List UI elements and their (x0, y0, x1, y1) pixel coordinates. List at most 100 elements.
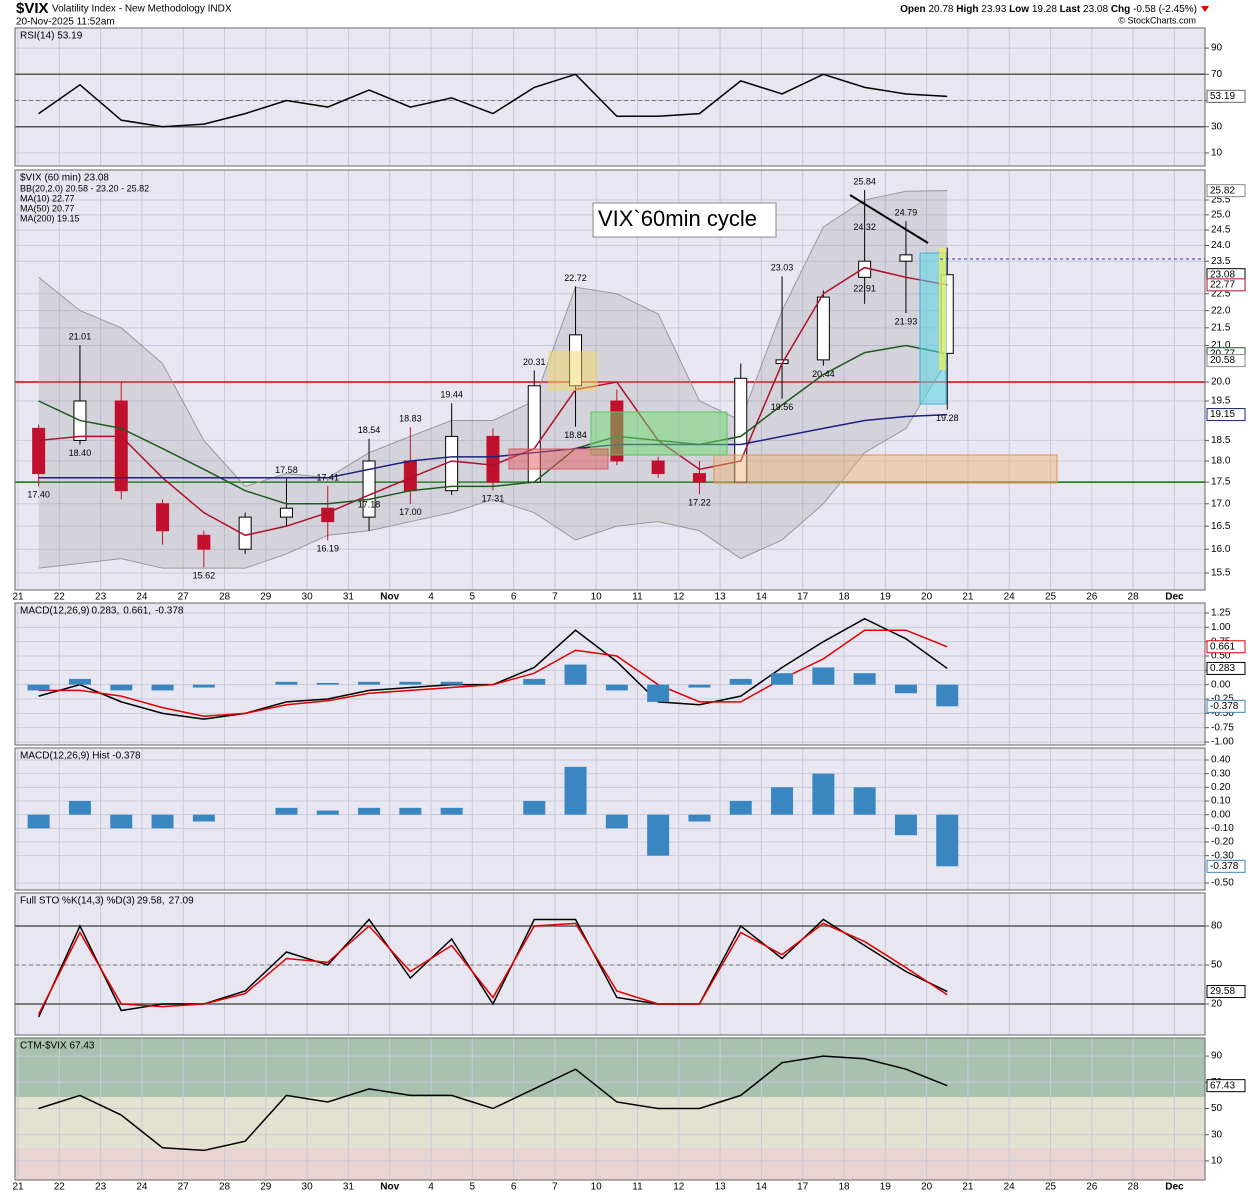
value-tag-label: 53.19 (1210, 91, 1235, 102)
y-tick-label: 70 (1211, 69, 1223, 80)
ctm-zone-high (15, 1038, 1205, 1097)
x-tick-label: 25 (1045, 592, 1057, 603)
trend-line (849, 194, 929, 244)
y-tick-label: 19.5 (1211, 396, 1231, 407)
candle-body (899, 254, 913, 262)
y-tick-label: -0.75 (1211, 722, 1234, 733)
x-tick-label: 14 (756, 1182, 768, 1193)
value-tag (1206, 278, 1246, 292)
price-annotation: 17.41 (316, 472, 339, 482)
y-tick-label: -0.25 (1211, 694, 1234, 705)
x-tick-label: 22 (54, 1182, 66, 1193)
x-tick-label: 28 (219, 1182, 231, 1193)
bar (812, 773, 835, 815)
panel-bg (15, 170, 1205, 590)
x-tick-label: 28 (1128, 1182, 1140, 1193)
y-tick-label: 17.0 (1211, 498, 1231, 509)
series-line (38, 73, 948, 128)
x-tick-label: 17 (797, 592, 809, 603)
y-tick-label: 22.5 (1211, 288, 1231, 299)
candle-body (651, 460, 665, 475)
value-tag (1206, 661, 1246, 675)
value-tag (1206, 184, 1246, 198)
series-line (38, 344, 948, 505)
price-annotation: 18.83 (399, 414, 422, 424)
x-tick-label: 30 (302, 1182, 314, 1193)
y-tick-label: -0.50 (1211, 878, 1234, 889)
bar (316, 810, 339, 815)
panel-bg (15, 893, 1205, 1035)
bb-line (38, 360, 948, 569)
price-annotation: 20.44 (812, 369, 835, 379)
price-annotation: 23.03 (771, 263, 794, 273)
candle-body (692, 473, 706, 483)
x-tick-label: 17 (797, 1182, 809, 1193)
price-annotation: 24.32 (853, 222, 876, 232)
x-tick-label: 24 (1004, 592, 1016, 603)
series-line (37, 918, 948, 1018)
x-tick-label: 13 (715, 592, 727, 603)
bar (440, 681, 463, 685)
price-annotation: 17.18 (358, 499, 381, 509)
value-tag-label: 29.58 (1210, 986, 1235, 997)
backgrounds (15, 28, 1205, 1180)
series-line (38, 1055, 948, 1152)
y-tick-label: 0.00 (1211, 679, 1231, 690)
y-tick-label: 30 (1211, 121, 1223, 132)
quote-label: Chg (1111, 4, 1130, 15)
y-tick-label: -0.50 (1211, 708, 1234, 719)
panel-title: MACD(12,26,9) Hist -0.378 (20, 751, 141, 762)
x-tick-label: 6 (511, 592, 517, 603)
callout: VIX`60min cycle (598, 206, 757, 231)
quote-value: 19.28 (1032, 4, 1057, 15)
x-tick-label: 4 (428, 1182, 434, 1193)
value-tag-label: 19.15 (1210, 409, 1235, 420)
value-tag (1206, 408, 1246, 422)
y-tick-label: 23.5 (1211, 256, 1231, 267)
zone-box (548, 351, 598, 391)
bar (358, 681, 381, 685)
bar (523, 801, 546, 815)
price-annotation: 17.40 (27, 490, 50, 500)
x-tick-label: 24 (136, 592, 148, 603)
y-tick-label: 30 (1211, 1129, 1223, 1140)
panel-bg (15, 28, 1205, 166)
x-tick-label: Nov (380, 1182, 399, 1193)
quote-value: 23.08 (1083, 4, 1108, 15)
bar (605, 814, 628, 829)
price-annotation: 21.01 (69, 331, 92, 341)
x-tick-label: 7 (552, 592, 558, 603)
y-tick-label: 25.0 (1211, 209, 1231, 220)
panel-title: Full STO %K(14,3) %D(3) (20, 896, 135, 907)
x-tick-label: 30 (302, 592, 314, 603)
bar (771, 787, 794, 815)
bb-fill (38, 190, 948, 569)
value-tag (1206, 640, 1246, 654)
bar (399, 681, 422, 685)
y-tick-label: -0.30 (1211, 850, 1234, 861)
panel-frame (14, 747, 1206, 891)
x-tick-label: 21 (12, 1182, 24, 1193)
bar (729, 801, 752, 815)
x-tick-label: 19 (880, 1182, 892, 1193)
x-tick-label: 27 (178, 1182, 190, 1193)
x-tick-label: 21 (12, 592, 24, 603)
x-tick-label: 7 (552, 1182, 558, 1193)
zone-box (508, 448, 609, 470)
x-tick-label: 6 (511, 1182, 517, 1193)
price-annotation: 19.28 (936, 413, 959, 423)
x-tick-label: 27 (178, 592, 190, 603)
x-tick-label: 13 (715, 1182, 727, 1193)
bb-line (38, 190, 948, 487)
legend-entry: 27.09 (169, 896, 194, 907)
candle-body (114, 400, 128, 492)
y-tick-label: 15.5 (1211, 568, 1231, 579)
y-tick-label: 50 (1211, 960, 1223, 971)
y-tick-label: 80 (1211, 921, 1223, 932)
candle-body (362, 460, 376, 518)
bar (936, 814, 959, 867)
value-tag-label: 67.43 (1210, 1080, 1235, 1091)
price-annotation: 19.56 (771, 402, 794, 412)
bar (151, 814, 174, 829)
quote-value: -0.58 (1133, 4, 1156, 15)
